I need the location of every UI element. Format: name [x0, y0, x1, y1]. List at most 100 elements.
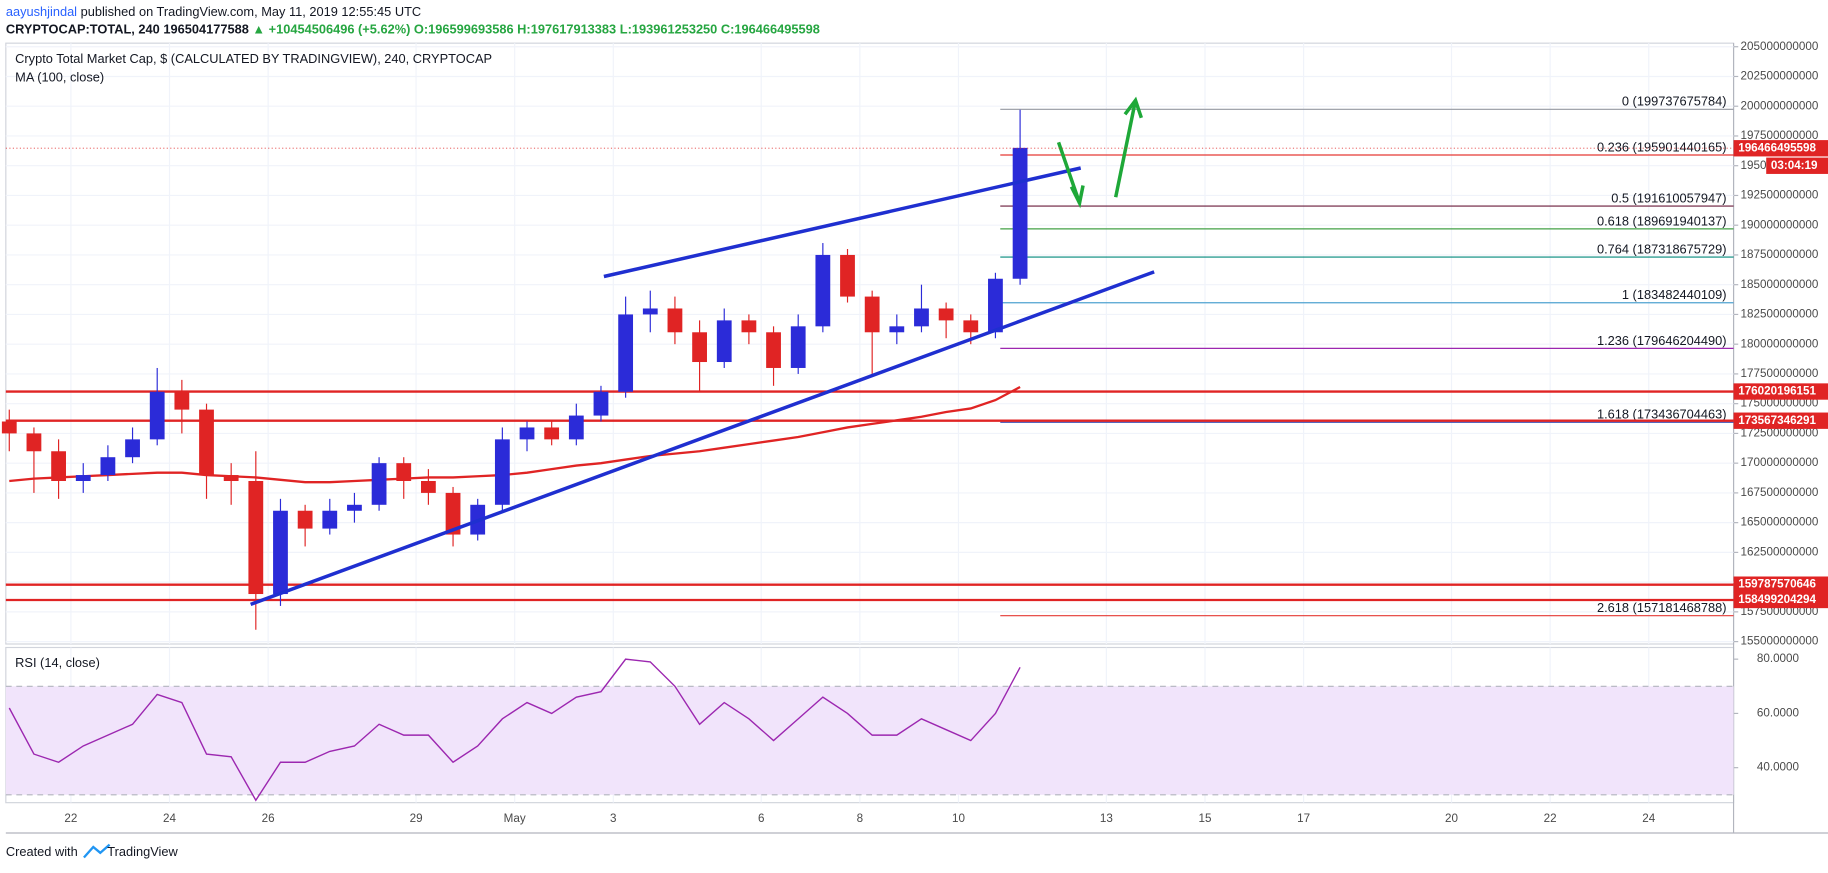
- candle-body: [494, 439, 510, 505]
- price-tag: [1733, 383, 1828, 400]
- candle-body: [864, 296, 880, 333]
- candle-body: [248, 481, 264, 595]
- price-tag-label: 176020196151: [1738, 385, 1816, 398]
- x-tick-label: 26: [262, 812, 275, 825]
- published: published on TradingView.com, May 11, 20…: [81, 4, 422, 19]
- candle-body: [149, 391, 165, 440]
- x-tick-label: 17: [1297, 812, 1310, 825]
- x-tick-label: 22: [64, 812, 77, 825]
- fib-label: 0.618 (189691940137): [1597, 213, 1727, 228]
- y-tick-label: 157500000000: [1741, 605, 1819, 618]
- y-tick-label: 200000000000: [1741, 99, 1819, 112]
- y-tick-label: 165000000000: [1741, 516, 1819, 529]
- x-tick-label: 24: [1642, 812, 1655, 825]
- price-tag: [1733, 576, 1828, 593]
- candle-body: [223, 475, 239, 482]
- fib-label: 1 (183482440109): [1622, 287, 1727, 302]
- y-tick-label: 190000000000: [1741, 218, 1819, 231]
- candle-body: [766, 332, 781, 368]
- fib-label: 2.618 (157181468788): [1597, 600, 1727, 615]
- marks-layer: [1, 109, 1028, 802]
- ohlc-high: H:197617913383: [517, 22, 616, 37]
- candle-body: [914, 308, 929, 327]
- ohlc-low: L:193961253250: [620, 22, 718, 37]
- y-tick-label: 172500000000: [1741, 426, 1819, 439]
- arrow-up-head: [1123, 96, 1143, 119]
- candle-body: [51, 451, 66, 482]
- candle-body: [322, 510, 338, 529]
- y-tick-label: 80.0000: [1757, 652, 1800, 665]
- y-tick-label: 60.0000: [1757, 706, 1800, 719]
- price-tag: [1733, 591, 1828, 609]
- candle-body: [716, 320, 732, 363]
- y-tick-label: 177500000000: [1741, 367, 1819, 380]
- candle-body: [667, 308, 683, 333]
- candle-body: [593, 391, 609, 416]
- top-layer: 22 24 26 29 May 3 6 8 10 13 15 17 20 22 24 176020196151…: [5, 140, 1828, 825]
- y-tick-label: 202500000000: [1741, 70, 1819, 83]
- channel-upper-trendline: [603, 166, 1082, 279]
- y-tick-label: 187500000000: [1741, 248, 1819, 261]
- candle-body: [889, 326, 905, 333]
- fib-label: 1.618 (173436704463): [1597, 407, 1727, 422]
- price-tag-label: 159787570646: [1738, 578, 1816, 591]
- x-tick-label: 29: [410, 812, 423, 825]
- x-tick-label: 13: [1100, 812, 1113, 825]
- last-price-label: 196466495598: [1738, 141, 1816, 154]
- candle-body: [100, 457, 116, 476]
- moving-average-line: [9, 385, 1021, 484]
- rsi-title: RSI (14, close): [15, 655, 100, 670]
- countdown-label: 03:04:19: [1771, 159, 1818, 172]
- support-trendline: [250, 270, 1155, 606]
- candle-body: [938, 308, 954, 321]
- x-tick-label: May: [504, 812, 526, 825]
- brand-logo: [83, 843, 111, 859]
- author[interactable]: aayushjindal: [6, 4, 77, 19]
- y-tick-label: 180000000000: [1741, 337, 1819, 350]
- arrow-down-head: [1069, 185, 1085, 209]
- candle-body: [273, 510, 288, 595]
- y-tick-label: 40.0000: [1757, 761, 1800, 774]
- candle-body: [371, 463, 387, 505]
- price-title: Crypto Total Market Cap, $ (CALCULATED B…: [15, 51, 492, 66]
- candle-body: [396, 463, 412, 482]
- y-tick-label: 182500000000: [1741, 308, 1819, 321]
- x-tick-label: 22: [1544, 812, 1557, 825]
- y-tick-label: 170000000000: [1741, 456, 1819, 469]
- footer-brand[interactable]: TradingView: [107, 844, 178, 859]
- candle-body: [568, 415, 584, 440]
- ohlc-open: O:196599693586: [414, 22, 514, 37]
- price-tag-label: 173567346291: [1738, 414, 1816, 427]
- candle-body: [988, 278, 1003, 333]
- candle-body: [199, 409, 214, 476]
- candle-body: [125, 439, 140, 458]
- candle-body: [420, 481, 436, 493]
- ohlc-close: C:196466495598: [721, 22, 820, 37]
- candle-body: [963, 320, 979, 333]
- rsi-line: [8, 658, 1021, 802]
- last: 196504177588: [163, 22, 248, 37]
- candle-body: [790, 326, 806, 368]
- y-tick-label: 185000000000: [1741, 278, 1819, 291]
- candle-body: [1, 421, 17, 434]
- x-tick-label: 15: [1199, 812, 1212, 825]
- y-tick-label: 175000000000: [1741, 397, 1819, 410]
- candle-body: [445, 492, 461, 535]
- candle-body: [544, 427, 560, 440]
- fib-label: 0.5 (191610057947): [1611, 190, 1726, 205]
- candle-body: [26, 433, 42, 452]
- header-line-2: CRYPTOCAP:TOTAL, 240 196504177588 ▲ +104…: [6, 22, 820, 37]
- candle-body: [692, 332, 707, 363]
- y-tick-label: 192500000000: [1741, 189, 1819, 202]
- price-tag: [1733, 412, 1828, 429]
- price-tag-label: 158499204294: [1738, 593, 1816, 606]
- x-tick-label: 6: [758, 812, 764, 825]
- candle-body: [815, 254, 831, 327]
- y-tick-label: 155000000000: [1741, 635, 1819, 648]
- fib-label: 1.236 (179646204490): [1597, 333, 1727, 348]
- candle-body: [347, 504, 362, 511]
- y-tick-label: 162500000000: [1741, 545, 1819, 558]
- y-tick-label: 197500000000: [1741, 129, 1819, 142]
- candle-body: [75, 475, 91, 482]
- under-layer: 205000000000 202500000000 200000000000 1975…: [5, 40, 1819, 803]
